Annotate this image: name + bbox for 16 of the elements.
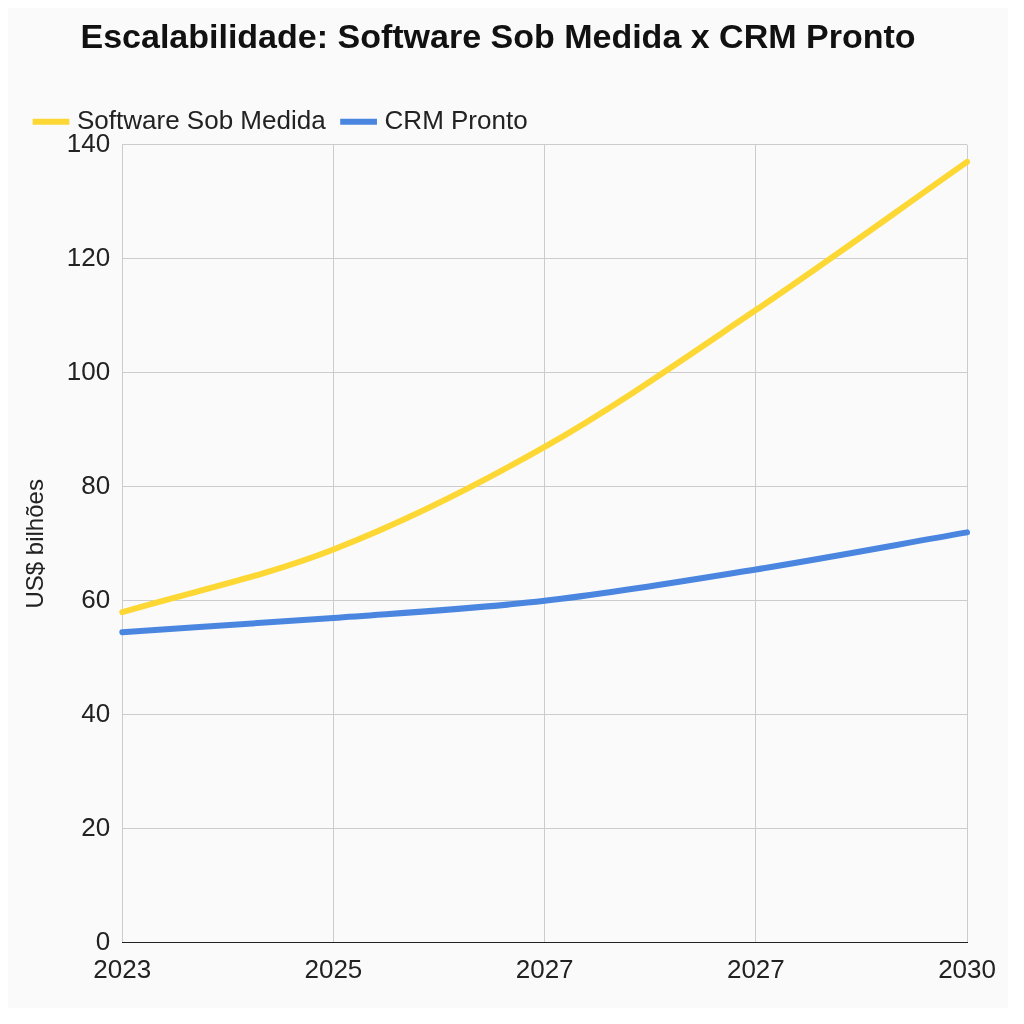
legend-label: Software Sob Medida	[77, 104, 327, 135]
y-tick-label: 80	[81, 469, 111, 500]
x-tick-label: 2030	[938, 953, 996, 984]
x-tick-label: 2023	[93, 953, 152, 984]
x-tick-label: 2027	[726, 953, 785, 984]
chart-title: Escalabilidade: Software Sob Medida x CRM Pronto	[80, 16, 916, 55]
y-tick-label: 0	[95, 925, 111, 956]
y-tick-label: 120	[66, 241, 111, 272]
y-tick-label: 20	[81, 811, 111, 842]
x-tick-label: 2025	[304, 953, 363, 984]
x-tick-label: 2027	[515, 953, 574, 984]
y-tick-label: 100	[66, 355, 111, 386]
y-tick-label: 40	[81, 697, 111, 728]
y-axis-title: US$ bilhões	[21, 479, 49, 609]
legend-label: CRM Pronto	[384, 104, 528, 135]
y-tick-label: 60	[81, 583, 111, 614]
